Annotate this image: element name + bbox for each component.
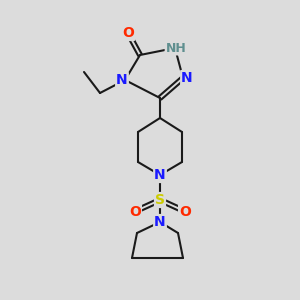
Text: N: N — [116, 73, 128, 87]
Text: NH: NH — [166, 41, 186, 55]
Text: O: O — [179, 205, 191, 219]
Text: O: O — [129, 205, 141, 219]
Text: O: O — [122, 26, 134, 40]
Text: N: N — [154, 168, 166, 182]
Text: N: N — [154, 215, 166, 229]
Text: N: N — [181, 71, 193, 85]
Text: S: S — [155, 193, 165, 207]
